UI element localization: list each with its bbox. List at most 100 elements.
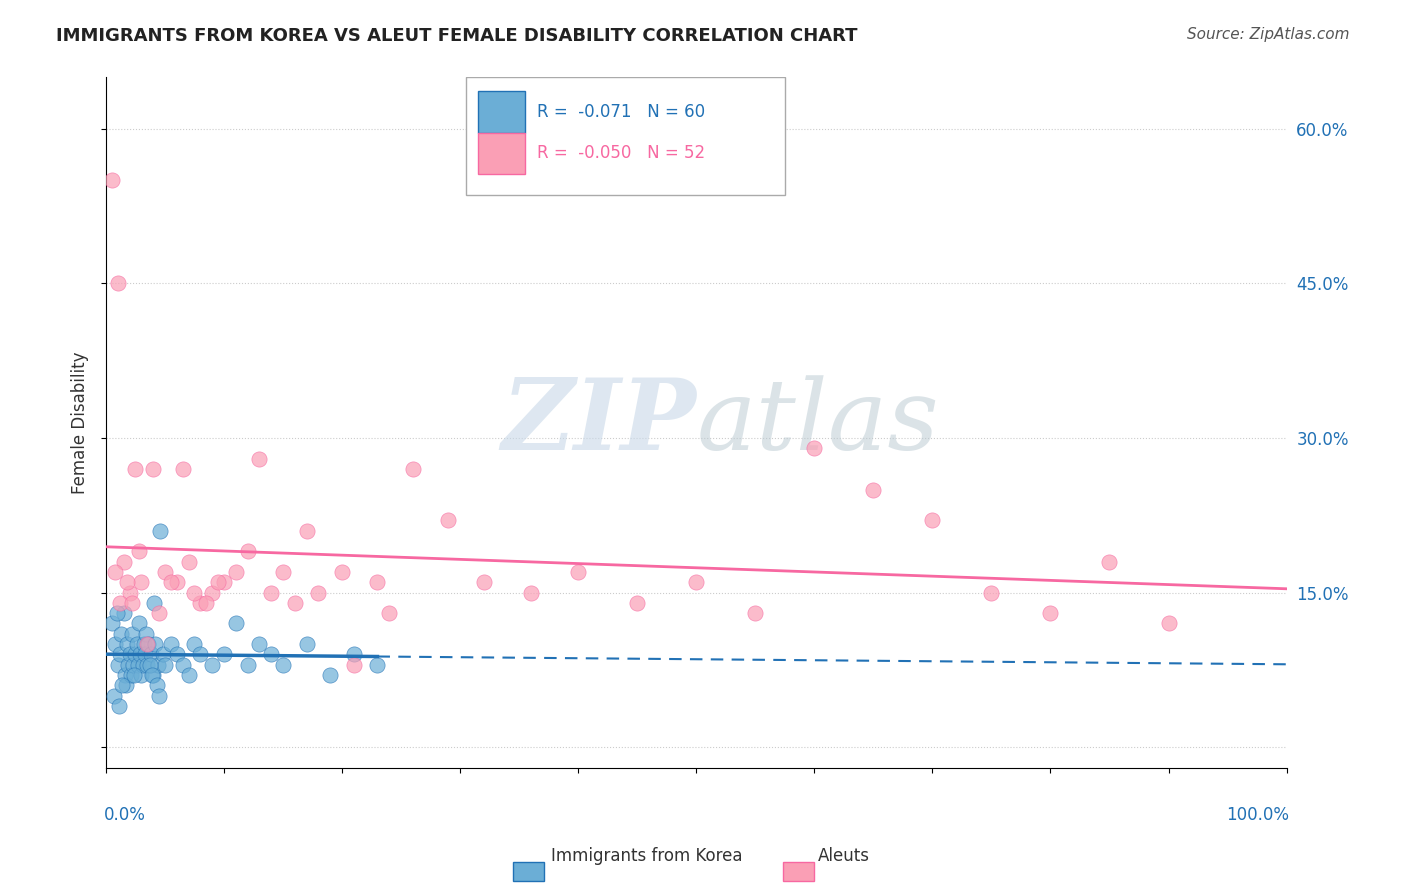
Point — [136, 657, 159, 672]
Point — [319, 668, 342, 682]
Point — [201, 657, 224, 672]
Text: Immigrants from Korea: Immigrants from Korea — [551, 847, 742, 865]
Point — [225, 565, 247, 579]
Point — [104, 565, 127, 579]
Point — [160, 637, 183, 651]
Point — [225, 616, 247, 631]
Point — [145, 637, 167, 651]
Point — [112, 606, 135, 620]
FancyBboxPatch shape — [478, 133, 524, 174]
Point — [190, 648, 212, 662]
Point — [366, 657, 388, 672]
Point — [128, 616, 150, 631]
Point — [1039, 606, 1062, 620]
Point — [112, 555, 135, 569]
Text: IMMIGRANTS FROM KOREA VS ALEUT FEMALE DISABILITY CORRELATION CHART: IMMIGRANTS FROM KOREA VS ALEUT FEMALE DI… — [56, 27, 858, 45]
Point — [236, 657, 259, 672]
Point — [115, 637, 138, 651]
Point — [152, 648, 174, 662]
Point — [141, 668, 163, 682]
Point — [247, 637, 270, 651]
Point — [143, 596, 166, 610]
Text: 100.0%: 100.0% — [1226, 805, 1289, 823]
Text: ZIP: ZIP — [502, 375, 696, 471]
Point — [195, 596, 218, 610]
Point — [120, 668, 142, 682]
Point — [295, 637, 318, 651]
Point — [284, 596, 307, 610]
Point — [114, 668, 136, 682]
Point — [921, 513, 943, 527]
Point — [139, 648, 162, 662]
Point — [201, 585, 224, 599]
Point — [111, 678, 134, 692]
Point — [343, 657, 366, 672]
Point — [1157, 616, 1180, 631]
Point — [124, 648, 146, 662]
Point — [247, 451, 270, 466]
Point — [260, 648, 283, 662]
Text: R =  -0.050   N = 52: R = -0.050 N = 52 — [537, 145, 704, 162]
Point — [101, 616, 124, 631]
Point — [131, 668, 153, 682]
Point — [131, 657, 153, 672]
Point — [330, 565, 353, 579]
Point — [744, 606, 766, 620]
Point — [177, 555, 200, 569]
Point — [236, 544, 259, 558]
Point — [118, 648, 141, 662]
Text: Aleuts: Aleuts — [818, 847, 869, 865]
Point — [153, 657, 176, 672]
Point — [108, 596, 131, 610]
Point — [567, 565, 589, 579]
Point — [172, 462, 194, 476]
Point — [1098, 555, 1121, 569]
Point — [132, 637, 155, 651]
Point — [118, 585, 141, 599]
Point — [343, 648, 366, 662]
Point — [166, 648, 188, 662]
Point — [402, 462, 425, 476]
Point — [520, 585, 543, 599]
Point — [105, 606, 128, 620]
Point — [366, 575, 388, 590]
Point — [138, 637, 160, 651]
Point — [212, 575, 235, 590]
Point — [108, 648, 131, 662]
Point — [295, 524, 318, 538]
Point — [138, 657, 160, 672]
Text: atlas: atlas — [696, 375, 939, 470]
Point — [101, 173, 124, 187]
Point — [115, 678, 138, 692]
Point — [103, 689, 125, 703]
Point — [131, 575, 153, 590]
Point — [207, 575, 229, 590]
Point — [108, 698, 131, 713]
Point — [136, 637, 159, 651]
Point — [626, 596, 648, 610]
Point — [862, 483, 884, 497]
Point — [124, 462, 146, 476]
Point — [142, 668, 165, 682]
Point — [271, 565, 294, 579]
Y-axis label: Female Disability: Female Disability — [72, 351, 89, 494]
Point — [307, 585, 329, 599]
Point — [160, 575, 183, 590]
Point — [166, 575, 188, 590]
Point — [437, 513, 460, 527]
Point — [153, 565, 176, 579]
Point — [107, 657, 129, 672]
Point — [149, 524, 172, 538]
Point — [117, 657, 139, 672]
Point — [121, 596, 143, 610]
Point — [260, 585, 283, 599]
Point — [115, 575, 138, 590]
Text: 0.0%: 0.0% — [104, 805, 145, 823]
Text: Source: ZipAtlas.com: Source: ZipAtlas.com — [1187, 27, 1350, 42]
Point — [378, 606, 401, 620]
Point — [121, 627, 143, 641]
Point — [472, 575, 495, 590]
Point — [122, 657, 145, 672]
FancyBboxPatch shape — [465, 78, 785, 194]
Point — [685, 575, 707, 590]
